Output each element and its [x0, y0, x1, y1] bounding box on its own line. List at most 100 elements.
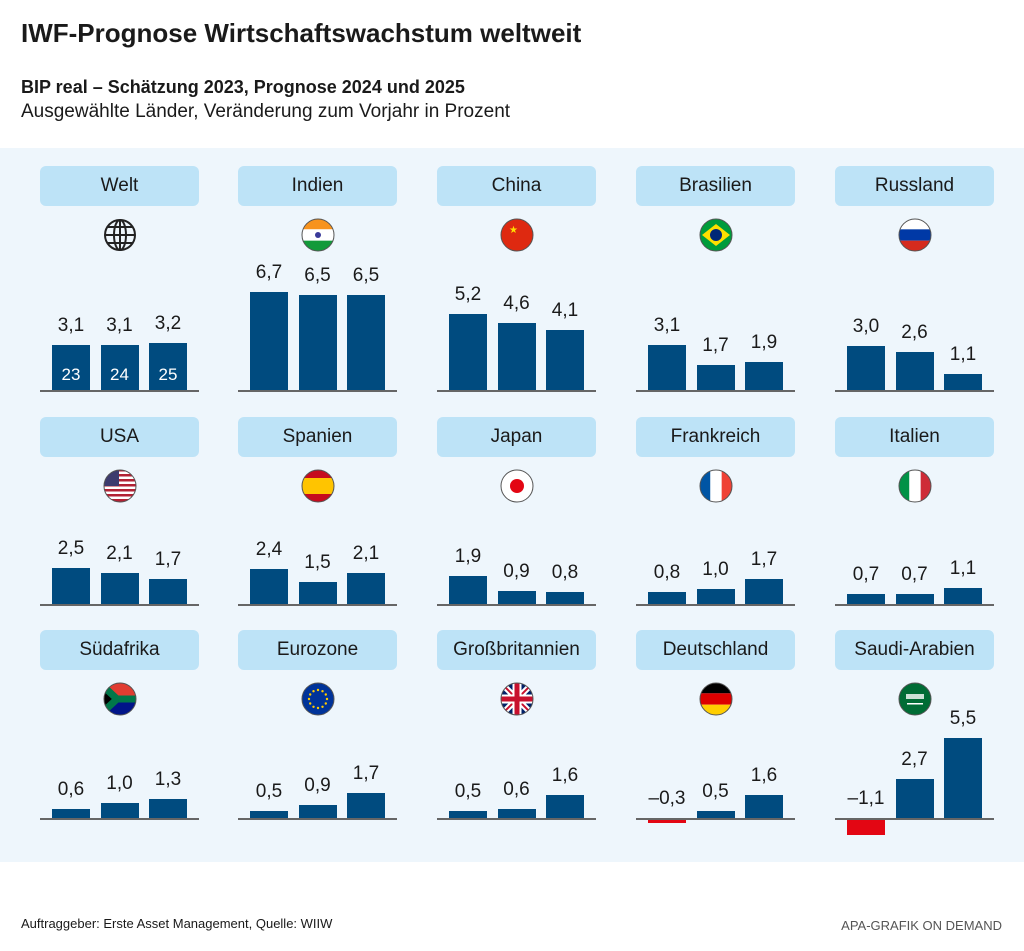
baseline: [636, 818, 795, 820]
data-label: 1,7: [702, 335, 729, 357]
data-label: 5,5: [949, 707, 977, 729]
bar: [52, 809, 90, 818]
small-multiples-area: Welt 3,1 23 3,1 24 3,2 25 Indien 6,7 6,5 6,5 China ★…: [0, 148, 1024, 862]
bar: [149, 579, 187, 604]
baseline: [40, 390, 199, 392]
italy-flag-icon: [898, 469, 932, 503]
data-label: 6,7: [255, 262, 283, 284]
country-label: Brasilien: [636, 166, 795, 206]
bar: [648, 344, 686, 390]
bar: [745, 579, 783, 604]
data-label: 1,6: [551, 764, 579, 786]
data-label: 3,1: [106, 314, 133, 336]
data-label: –1,1: [847, 788, 885, 809]
bar: [847, 593, 885, 604]
data-label: 3,2: [154, 313, 182, 335]
baseline: [835, 604, 994, 606]
data-label: 2,6: [901, 322, 928, 344]
data-label: 1,3: [154, 769, 182, 791]
bar: [546, 592, 584, 604]
bar: [648, 592, 686, 604]
bar: [847, 819, 885, 836]
bar: [546, 794, 584, 818]
bar: [100, 803, 139, 818]
chart-title: IWF-Prognose Wirtschaftswachstum weltwei…: [21, 18, 582, 48]
country-label: Italien: [835, 417, 994, 457]
data-label: 0,8: [653, 562, 681, 584]
bar: [149, 343, 187, 390]
data-label: 1,9: [454, 546, 482, 568]
country-label: Eurozone: [238, 630, 397, 670]
bar: [100, 344, 139, 390]
data-label: 0,8: [551, 562, 579, 584]
bar: [944, 587, 982, 604]
bar: [298, 804, 337, 818]
country-label: Russland: [835, 166, 994, 206]
data-label: 2,1: [106, 543, 133, 565]
bar: [497, 809, 536, 818]
chart-description: Ausgewählte Länder, Veränderung zum Vorj…: [21, 101, 511, 122]
bar: [449, 810, 487, 818]
data-label: 0,5: [454, 780, 482, 802]
bar: [52, 344, 90, 390]
country-label: Japan: [437, 417, 596, 457]
data-label: 0,5: [702, 780, 729, 802]
baseline: [437, 390, 596, 392]
country-label: Frankreich: [636, 417, 795, 457]
bar: [895, 352, 934, 390]
spain-flag-icon: [301, 469, 335, 503]
data-label: 1,7: [352, 763, 380, 785]
data-label: 0,9: [304, 774, 331, 796]
bar: [347, 793, 385, 818]
india-flag-icon: [301, 218, 335, 252]
bar: [847, 346, 885, 390]
country-label: Indien: [238, 166, 397, 206]
saudi-arabia-flag-icon: [898, 682, 932, 716]
source-note: Auftraggeber: Erste Asset Management, Qu…: [21, 916, 333, 931]
credit: APA-GRAFIK ON DEMAND: [841, 918, 1002, 933]
eu-flag-icon: [301, 682, 335, 716]
data-label: 6,5: [304, 265, 331, 287]
data-label: 6,5: [352, 265, 380, 287]
country-label: Südafrika: [40, 630, 199, 670]
bar: [895, 778, 934, 818]
data-label: 1,7: [750, 549, 778, 571]
bar: [250, 810, 288, 818]
bar: [298, 295, 337, 390]
germany-flag-icon: [699, 682, 733, 716]
bar: [449, 314, 487, 390]
brazil-flag-icon: [699, 218, 733, 252]
bar: [298, 582, 337, 604]
chart-subtitle: BIP real – Schätzung 2023, Prognose 2024…: [21, 77, 465, 97]
bar: [149, 799, 187, 818]
bar: [696, 589, 735, 604]
bar: [648, 819, 686, 824]
data-label: 2,5: [57, 537, 85, 559]
year-label: 23: [61, 365, 81, 384]
bar: [944, 737, 982, 818]
bar: [347, 573, 385, 604]
year-label: 25: [158, 365, 178, 384]
china-flag-icon: ★: [500, 218, 534, 252]
data-label: 1,0: [106, 773, 133, 795]
data-label: 1,9: [750, 332, 778, 354]
japan-flag-icon: [500, 469, 534, 503]
data-label: 3,0: [852, 316, 880, 338]
baseline: [636, 604, 795, 606]
country-label: Deutschland: [636, 630, 795, 670]
bar: [347, 295, 385, 390]
bar: [100, 573, 139, 604]
bar: [895, 593, 934, 604]
data-label: 2,7: [901, 748, 928, 770]
country-label: USA: [40, 417, 199, 457]
country-label: Großbritannien: [437, 630, 596, 670]
data-label: 1,1: [949, 343, 977, 365]
data-label: 1,5: [304, 552, 331, 574]
data-label: 0,5: [255, 780, 283, 802]
country-label: China: [437, 166, 596, 206]
year-label: 24: [110, 365, 129, 384]
data-label: 0,7: [901, 563, 928, 585]
data-label: 3,1: [653, 314, 681, 336]
baseline: [437, 818, 596, 820]
baseline: [636, 390, 795, 392]
